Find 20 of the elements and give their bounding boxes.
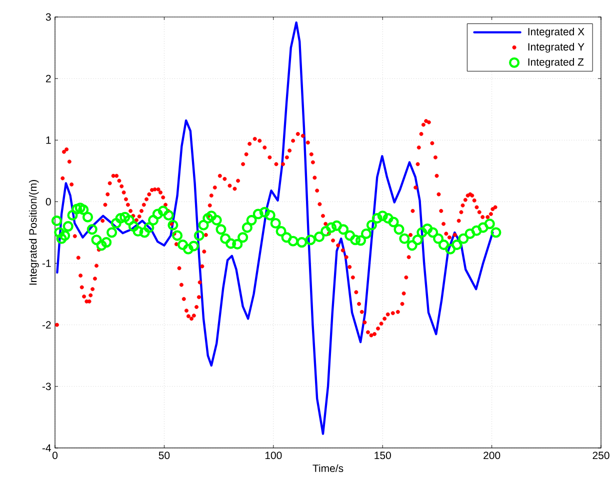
- legend-label: Integrated Z: [528, 58, 584, 68]
- y-axis-title: Integrated Position/(m): [28, 180, 39, 285]
- y-tick-label: 2: [46, 74, 51, 82]
- legend-label: Integrated X: [528, 28, 584, 38]
- x-tick-label: 200: [484, 452, 500, 460]
- y-tick-label: 3: [46, 13, 51, 21]
- x-tick-label: 50: [158, 452, 170, 460]
- y-tick-label: -1: [42, 260, 51, 267]
- y-tick-label: -3: [42, 382, 51, 390]
- x-axis-title: Time/s: [312, 464, 344, 472]
- y-tick-label: -4: [42, 444, 51, 452]
- line-series: [56, 21, 494, 435]
- y-tick-label: 0: [46, 198, 51, 206]
- legend-label: Integrated Y: [528, 42, 584, 53]
- x-tick-label: 0: [52, 452, 58, 460]
- x-tick-label: 250: [592, 452, 610, 460]
- x-tick-label: 150: [374, 452, 391, 460]
- y-tick-label: -2: [42, 321, 51, 329]
- x-tick-label: 100: [265, 452, 282, 460]
- y-tick-label: 1: [46, 136, 51, 144]
